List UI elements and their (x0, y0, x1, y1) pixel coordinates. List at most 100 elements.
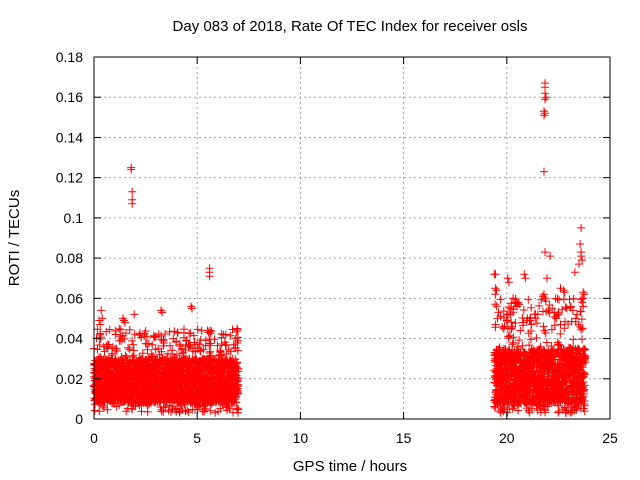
data-point-marker (521, 274, 530, 283)
data-point-marker (540, 290, 548, 299)
y-tick-label: 0 (75, 411, 83, 427)
data-point-marker (537, 295, 546, 304)
data-point-marker (579, 344, 588, 353)
data-point-marker (100, 403, 108, 412)
data-point-marker (217, 329, 226, 338)
data-point-marker (234, 389, 243, 398)
data-point-marker (128, 336, 137, 345)
y-tick-label: 0.02 (56, 371, 83, 387)
y-tick-label: 0.18 (56, 49, 83, 65)
data-point-marker (102, 327, 111, 336)
data-point-marker (508, 340, 517, 349)
y-tick-label: 0.04 (56, 331, 83, 347)
data-point-marker (234, 364, 243, 373)
y-tick-label: 0.08 (56, 250, 83, 266)
data-point-marker (577, 223, 586, 232)
data-point-marker (234, 336, 242, 345)
data-point-marker (555, 341, 564, 350)
data-point-marker (505, 376, 514, 385)
data-point-marker (185, 340, 194, 349)
data-point-marker (580, 397, 589, 406)
y-tick-label: 0.1 (64, 210, 84, 226)
data-point-marker (515, 300, 524, 309)
data-point-marker (502, 310, 511, 319)
data-point-marker (120, 334, 129, 343)
data-point-marker (514, 406, 523, 415)
data-point-marker (166, 341, 174, 350)
data-point-marker (112, 347, 121, 355)
data-point-marker (496, 295, 505, 304)
x-tick-label: 25 (602, 430, 618, 446)
data-point-marker (550, 308, 559, 317)
data-point-marker (570, 406, 579, 415)
data-point-marker (523, 314, 532, 323)
data-point-marker (233, 346, 242, 355)
data-point-marker (118, 314, 127, 323)
data-point-marker (491, 270, 500, 279)
data-point-marker (500, 322, 509, 331)
data-point-marker (142, 332, 151, 341)
data-point-marker (539, 322, 548, 331)
y-tick-label: 0.16 (56, 89, 83, 105)
data-point-marker (509, 333, 518, 342)
data-point-marker (579, 294, 588, 303)
data-point-marker (168, 346, 177, 355)
x-tick-label: 10 (293, 430, 309, 446)
data-point-marker (543, 274, 551, 283)
data-point-marker (105, 325, 114, 334)
data-point-marker (556, 320, 565, 329)
x-tick-label: 15 (396, 430, 412, 446)
data-point-marker (491, 320, 500, 329)
data-point-marker (204, 328, 213, 337)
data-point-marker (576, 240, 585, 248)
data-point-marker (541, 109, 549, 118)
data-point-marker (514, 299, 523, 307)
data-point-marker (578, 324, 587, 333)
data-point-marker (178, 344, 187, 353)
data-point-marker (527, 335, 535, 344)
data-point-marker (581, 345, 590, 354)
data-point-marker (233, 376, 242, 385)
data-point-marker (119, 316, 128, 325)
data-point-marker (540, 167, 548, 176)
data-point-marker (503, 274, 512, 283)
data-point-marker (96, 320, 105, 329)
data-point-marker (221, 330, 230, 339)
data-point-marker (143, 407, 152, 416)
data-point-marker (189, 331, 198, 340)
data-point-marker (144, 339, 153, 348)
data-point-marker (541, 294, 549, 303)
data-point-marker (492, 302, 501, 311)
x-tick-label: 5 (193, 430, 201, 446)
data-point-marker (159, 339, 168, 347)
data-point-marker (205, 272, 214, 281)
data-point-marker (538, 292, 547, 301)
data-point-marker (580, 290, 589, 299)
data-point-marker (492, 286, 501, 295)
data-point-marker (161, 330, 170, 338)
data-point-marker (122, 329, 130, 338)
data-point-marker (525, 341, 534, 350)
x-tick-labels: 0 5 10 15 20 25 (90, 430, 618, 446)
data-point-marker (206, 406, 215, 415)
data-point-marker (547, 325, 556, 334)
data-point-marker (225, 404, 234, 413)
data-point-marker (491, 300, 500, 309)
data-point-marker (128, 187, 137, 196)
data-point-marker (569, 335, 578, 344)
data-point-marker (493, 314, 502, 323)
data-point-marker (125, 345, 134, 354)
data-point-marker (111, 330, 120, 339)
data-point-marker (130, 310, 139, 319)
data-point-marker (580, 407, 589, 416)
data-point-marker (556, 329, 565, 338)
data-point-marker (554, 407, 563, 416)
data-point-marker (103, 405, 112, 414)
data-point-marker (232, 398, 241, 407)
data-point-marker (172, 407, 181, 416)
data-point-marker (560, 324, 569, 333)
data-point-marker (116, 336, 125, 345)
data-point-marker (494, 308, 503, 317)
data-point-marker (93, 325, 102, 334)
data-point-marker (206, 339, 215, 348)
